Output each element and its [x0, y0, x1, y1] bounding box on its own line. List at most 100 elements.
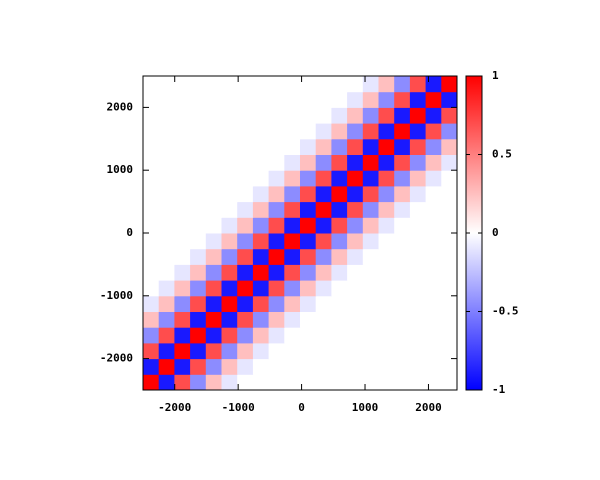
- heatmap-cell: [331, 342, 348, 360]
- heatmap-cell: [221, 170, 238, 187]
- heatmap-cell: [300, 185, 317, 203]
- heatmap-cell: [409, 76, 427, 93]
- heatmap-cell: [190, 280, 207, 297]
- heatmap-cell: [252, 107, 270, 124]
- heatmap-cell: [347, 76, 364, 93]
- heatmap-cell: [205, 264, 222, 281]
- heatmap-cell: [174, 248, 191, 265]
- heatmap-cell: [252, 280, 270, 297]
- heatmap-cell: [268, 295, 285, 312]
- heatmap-cell: [284, 154, 301, 171]
- heatmap-cell: [315, 201, 332, 218]
- heatmap-cell: [378, 374, 395, 391]
- heatmap-cell: [237, 217, 254, 234]
- heatmap-cell: [347, 248, 364, 265]
- heatmap-cell: [190, 374, 207, 391]
- heatmap-cell: [237, 280, 254, 297]
- heatmap-cell: [315, 123, 332, 140]
- heatmap-cell: [409, 91, 427, 108]
- heatmap-cell: [221, 217, 238, 234]
- heatmap-cell: [237, 76, 254, 93]
- heatmap-cell: [221, 123, 238, 140]
- heatmap-cell: [190, 138, 207, 155]
- heatmap-cell: [378, 76, 395, 93]
- heatmap-cell: [394, 280, 411, 297]
- heatmap-cell: [394, 374, 411, 391]
- heatmap-cell: [331, 327, 348, 344]
- heatmap-cell: [441, 217, 458, 234]
- y-tick-label: 0: [126, 226, 133, 239]
- heatmap-cell: [378, 248, 395, 265]
- heatmap-cell: [300, 374, 317, 391]
- heatmap-cell: [394, 327, 411, 344]
- heatmap-cell: [268, 138, 285, 155]
- heatmap-cell: [315, 327, 332, 344]
- heatmap-cell: [143, 91, 160, 108]
- colorbar-tick-label: -0.5: [492, 305, 519, 318]
- heatmap-cell: [190, 107, 207, 124]
- heatmap-cell: [409, 233, 427, 250]
- heatmap-cell: [378, 170, 395, 187]
- heatmap-cell: [331, 358, 348, 375]
- heatmap-cell: [362, 342, 379, 360]
- heatmap-cell: [378, 295, 395, 312]
- heatmap-cell: [174, 76, 191, 93]
- heatmap-cell: [190, 154, 207, 171]
- heatmap-cell: [347, 138, 364, 155]
- heatmap-cell: [190, 76, 207, 93]
- heatmap-cell: [143, 264, 160, 281]
- heatmap-cell: [300, 342, 317, 360]
- heatmap-cell: [441, 154, 458, 171]
- heatmap-cell: [205, 91, 222, 108]
- heatmap-cell: [158, 138, 175, 155]
- heatmap-cell: [362, 170, 379, 187]
- y-tick-label: 1000: [107, 163, 134, 176]
- heatmap-cell: [205, 311, 222, 328]
- heatmap-cell: [143, 123, 160, 140]
- heatmap-cell: [347, 154, 364, 171]
- heatmap-cell: [409, 280, 427, 297]
- heatmap-cell: [441, 374, 458, 391]
- heatmap-cell: [347, 264, 364, 281]
- heatmap-cell: [441, 123, 458, 140]
- heatmap-cell: [331, 123, 348, 140]
- heatmap-cell: [174, 342, 191, 360]
- heatmap-cell: [221, 233, 238, 250]
- heatmap-cell: [205, 374, 222, 391]
- heatmap-cell: [174, 138, 191, 155]
- heatmap-cell: [174, 280, 191, 297]
- colorbar-tick-label: 0: [492, 226, 499, 239]
- colorbar-tick-label: 1: [492, 69, 499, 82]
- heatmap-cell: [205, 123, 222, 140]
- heatmap-cell: [252, 311, 270, 328]
- heatmap-cell: [284, 217, 301, 234]
- heatmap-cell: [174, 123, 191, 140]
- heatmap-cell: [205, 342, 222, 360]
- heatmap-cell: [237, 358, 254, 375]
- heatmap-cell: [441, 76, 458, 93]
- heatmap-cell: [331, 185, 348, 203]
- heatmap-cell: [378, 233, 395, 250]
- heatmap-cell: [252, 123, 270, 140]
- heatmap-cell: [158, 154, 175, 171]
- heatmap-cell: [221, 91, 238, 108]
- heatmap-cell: [441, 327, 458, 344]
- heatmap-cell: [409, 358, 427, 375]
- heatmap-cell: [190, 264, 207, 281]
- heatmap-cell: [268, 91, 285, 108]
- heatmap-cell: [441, 311, 458, 328]
- heatmap-cell: [190, 311, 207, 328]
- heatmap-cell: [252, 91, 270, 108]
- heatmap-cell: [300, 217, 317, 234]
- heatmap-cell: [315, 217, 332, 234]
- heatmap-cell: [237, 138, 254, 155]
- heatmap-cell: [158, 264, 175, 281]
- heatmap-cell: [347, 91, 364, 108]
- heatmap-cell: [252, 264, 270, 281]
- y-tick-label: -1000: [100, 289, 133, 302]
- heatmap-cell: [268, 358, 285, 375]
- heatmap-cell: [143, 76, 160, 93]
- heatmap-cell: [425, 358, 442, 375]
- heatmap-cell: [315, 138, 332, 155]
- heatmap-cell: [425, 217, 442, 234]
